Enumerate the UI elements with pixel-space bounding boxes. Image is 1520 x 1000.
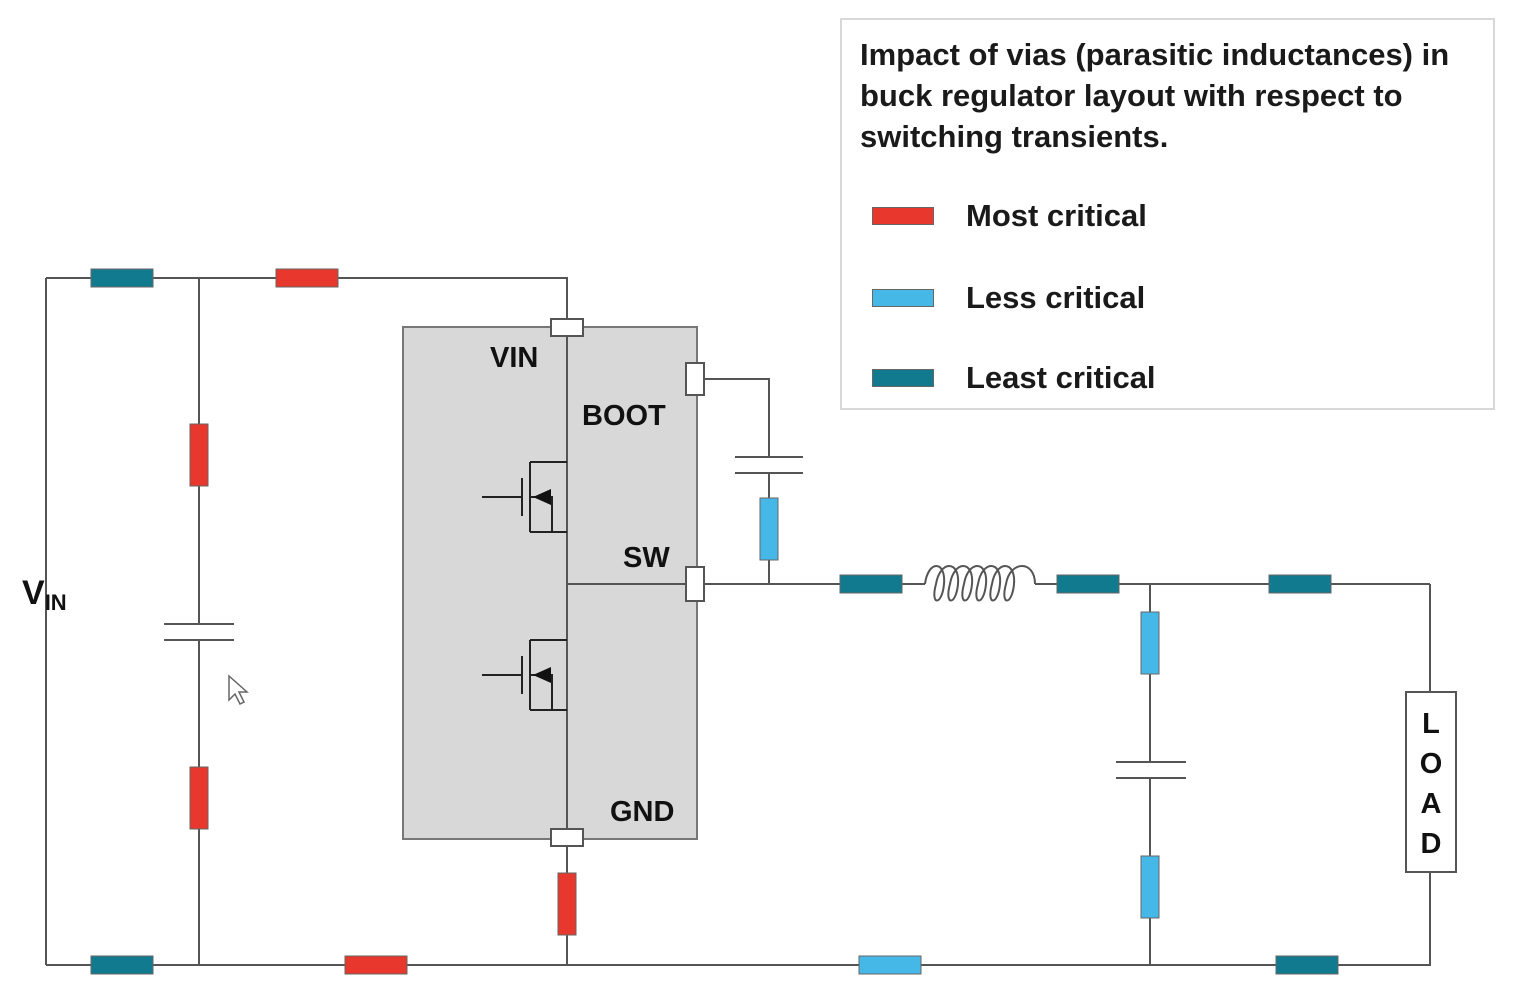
inductor [924,565,1036,602]
legend-item-least: Least critical [872,358,1156,398]
legend-label-least: Least critical [966,360,1156,395]
legend-swatch-less [872,289,934,307]
via-load-top [1268,574,1332,594]
via-output-cap-top [1140,611,1160,675]
legend-label-less: Less critical [966,280,1146,315]
gnd-pin-label: GND [610,796,674,828]
legend-swatch-most [872,207,934,225]
via-bottom-load [1275,955,1339,975]
mouse-cursor-icon [228,674,249,706]
boot-pin-label: BOOT [582,400,666,432]
via-bottom-middle [858,955,922,975]
boot-capacitor [735,456,803,474]
legend-item-less: Less critical [872,278,1145,318]
via-inductor-output [1056,574,1120,594]
gnd-pin [550,828,584,847]
via-input-cap-top [189,423,209,487]
legend-item-most: Most critical [872,196,1147,236]
via-bottom-left [90,955,154,975]
via-top-input [275,268,339,288]
legend: Impact of vias (parasitic inductances) i… [840,18,1495,410]
via-output-cap-bottom [1140,855,1160,919]
high-side-mosfet [482,461,567,533]
via-top-left [90,268,154,288]
legend-label-most: Most critical [966,198,1147,233]
vin-pin [550,318,584,337]
legend-swatch-least [872,369,934,387]
vin-pin-label: VIN [490,342,538,374]
sw-pin [685,566,705,602]
vin-label: VIN [22,574,67,615]
via-input-cap-bottom [189,766,209,830]
boot-pin [685,362,705,396]
vias [90,268,1339,975]
via-sw-output [839,574,903,594]
legend-title: Impact of vias (parasitic inductances) i… [860,37,1450,154]
sw-pin-label: SW [623,542,670,574]
via-gnd [557,872,577,936]
via-bottom-input [344,955,408,975]
low-side-mosfet [482,639,567,711]
via-boot-cap [759,497,779,561]
load-box [1405,691,1457,873]
input-capacitor [164,623,234,641]
output-capacitor [1116,761,1186,779]
